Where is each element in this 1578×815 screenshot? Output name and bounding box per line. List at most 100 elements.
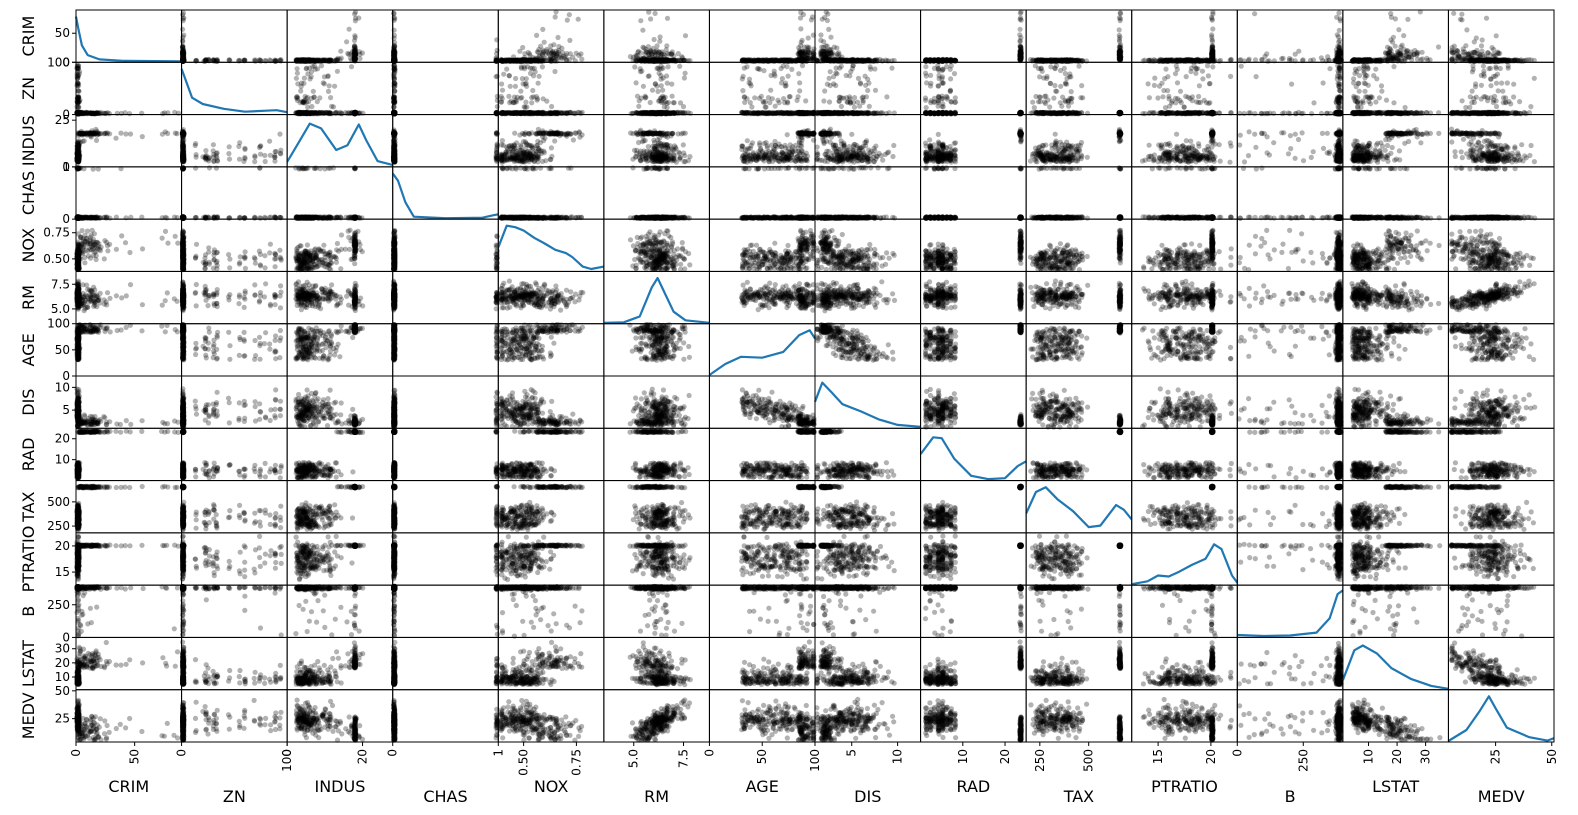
scatter-point [258,59,263,64]
scatter-point [253,59,258,64]
scatter-point [834,45,839,50]
scatter-point [828,48,833,53]
panel-frame [1132,10,1238,62]
scatter-point [1253,57,1258,62]
scatter-point [576,53,581,58]
panel-crim-vs-rm [604,10,710,64]
scatter-point [338,49,343,54]
scatter-point [1018,11,1023,16]
scatter-point [798,26,803,31]
scatter-point [1279,56,1284,61]
scatter-point [540,48,545,53]
scatter-point [1018,15,1023,20]
scatter-point [800,48,805,53]
scatter-point [775,57,780,62]
scatter-point [1334,15,1339,20]
scatter-point [676,51,681,56]
panel-crim-vs-lstat [1343,9,1449,64]
scatter-point [534,33,539,38]
scatter-point [641,45,646,50]
scatter-point [805,44,810,49]
scatter-point [874,57,879,62]
scatter-point [1118,44,1123,49]
scatter-point [1018,38,1023,43]
scatter-point [1117,37,1122,42]
scatter-point [1264,51,1269,56]
scatter-point [542,40,547,45]
scatter-point [215,59,220,64]
panel-crim-vs-zn [180,10,287,64]
panel-frame [921,10,1027,62]
scatter-point [180,27,185,32]
scatter-point [563,53,568,58]
scatter-point [818,38,823,43]
panel-crim-vs-chas [391,10,500,64]
panel-frame [182,10,288,62]
scatter-point [666,52,671,57]
panel-crim-vs-rad [921,9,1027,64]
scatter-point [540,27,545,32]
scatter-point [312,58,317,63]
scatter-point [555,35,560,40]
scatter-point [1401,33,1406,38]
scatter-point [741,57,746,62]
scatter-point [1152,58,1157,63]
panel-frame [287,10,393,62]
scatter-point [1337,59,1342,64]
scatter-point [1210,48,1215,53]
scatter-point [1337,48,1342,53]
scatter-point [810,14,815,19]
panel-frame [393,10,499,62]
scatter-point [648,48,653,53]
scatter-point [180,38,185,43]
panel-crim-vs-age [709,10,816,64]
scatter-point [567,38,572,43]
scatter-point [657,39,662,44]
panel-frame [1026,10,1132,62]
scatter-point [347,27,352,32]
scatter-point [1296,49,1301,54]
scatter-point [549,51,554,56]
kde-curve-crim [76,17,182,62]
scatter-point [1117,15,1122,20]
scatter-point [565,18,570,23]
scatter-point [1210,37,1215,42]
scatter-point [1210,57,1215,62]
scatter-point [568,51,573,56]
scatter-point [353,16,358,21]
scatter-point [837,59,842,64]
scatter-point [1209,15,1214,20]
scatter-point [803,53,808,58]
scatter-point [352,38,357,43]
scatter-point [1117,27,1122,32]
scatter-point [665,16,670,21]
scatter-point [521,57,526,62]
scatter-point [1118,49,1123,54]
scatter-point [1210,26,1215,31]
scatter-point [1337,28,1342,33]
panel-crim-vs-tax [1026,10,1132,64]
scatter-point [635,56,640,61]
scatter-point [683,33,688,38]
panel-crim-vs-dis [814,10,920,64]
scatter-point [818,32,823,37]
scatter-point [553,14,558,19]
scatter-point [819,52,824,57]
scatter-point [520,45,525,50]
scatter-point [800,38,805,43]
scatter-point [1084,58,1089,63]
scatter-point [1337,38,1342,43]
panel-crim-vs-indus [287,10,393,64]
scatter-point [825,44,830,49]
scatter-point [294,57,299,62]
scatter-point [549,59,554,64]
scatter-point [659,52,664,57]
scatter-point [673,59,678,64]
scatter-point [663,58,668,63]
panel-crim-vs-b [1237,10,1344,64]
scatter-point [1311,57,1316,62]
scatter-point [1252,11,1257,16]
scatter-point [576,17,581,22]
scatter-point [555,51,560,56]
